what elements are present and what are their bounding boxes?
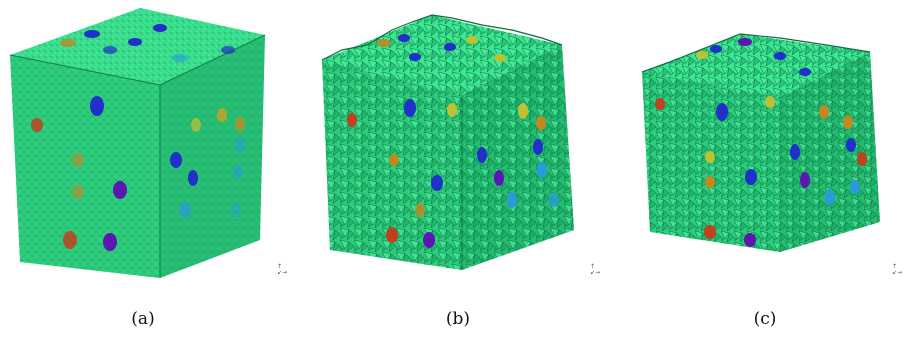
panel-c <box>630 22 900 272</box>
meshed-cube-a <box>9 8 266 278</box>
caption-a: (a) <box>131 309 155 329</box>
panel-b <box>312 0 612 280</box>
axis-triad-b: ↑ ↙→ <box>590 263 601 276</box>
caption-c: (c) <box>753 309 777 329</box>
fragmented-cube-b <box>321 14 574 270</box>
caption-b: (b) <box>445 309 471 329</box>
panel-a <box>0 0 290 280</box>
axis-triad-a: ↑ ↙→ <box>277 263 288 276</box>
fragmented-cube-c <box>641 33 880 252</box>
axis-triad-c: ↑ ↙→ <box>892 263 903 276</box>
